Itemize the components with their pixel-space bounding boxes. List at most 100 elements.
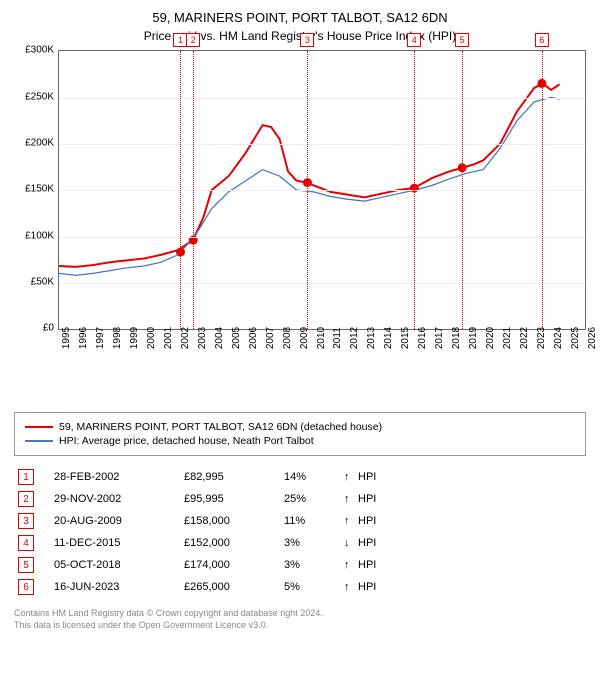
transaction-row: 505-OCT-2018£174,0003%↑HPI [14,554,586,576]
y-tick-label: £0 [43,323,54,334]
tx-pct: 25% [284,493,344,505]
x-tick-label: 2018 [451,327,462,349]
y-tick-label: £150K [25,184,54,195]
tx-pct: 5% [284,581,344,593]
tx-hpi-label: HPI [358,537,388,549]
tx-number-box: 5 [18,557,34,573]
tx-number-box: 6 [18,579,34,595]
x-tick-label: 2012 [349,327,360,349]
tx-price: £174,000 [184,559,284,571]
marker-vline [307,51,308,329]
tx-number-box: 4 [18,535,34,551]
x-tick-label: 2016 [417,327,428,349]
x-tick-label: 2006 [248,327,259,349]
y-tick-label: £100K [25,230,54,241]
tx-hpi-label: HPI [358,581,388,593]
footer-attribution: Contains HM Land Registry data © Crown c… [14,608,586,631]
transaction-row: 6 16-JUN-2023£265,0005%↑HPI [14,576,586,598]
plot-area: 123456 [58,50,586,330]
x-tick-label: 2013 [366,327,377,349]
legend-row: 59, MARINERS POINT, PORT TALBOT, SA12 6D… [25,421,575,433]
footer-line: This data is licensed under the Open Gov… [14,620,586,632]
transaction-row: 320-AUG-2009£158,00011%↑HPI [14,510,586,532]
tx-arrow-icon: ↑ [344,471,358,483]
x-tick-label: 2009 [299,327,310,349]
gridline [59,98,585,99]
x-axis: 1995199619971998199920002001200220032004… [58,334,586,370]
tx-date: 16-JUN-2023 [54,581,184,593]
tx-hpi-label: HPI [358,471,388,483]
series-line [59,84,560,267]
marker-number-box: 5 [455,33,469,47]
x-tick-label: 2021 [502,327,513,349]
y-tick-label: £250K [25,91,54,102]
tx-date: 28-FEB-2002 [54,471,184,483]
tx-date: 05-OCT-2018 [54,559,184,571]
y-tick-label: £200K [25,138,54,149]
x-tick-label: 2008 [282,327,293,349]
marker-number-box: 2 [186,33,200,47]
x-tick-label: 1998 [112,327,123,349]
x-tick-label: 2003 [197,327,208,349]
tx-number-box: 3 [18,513,34,529]
gridline [59,190,585,191]
tx-arrow-icon: ↓ [344,537,358,549]
marker-vline [193,51,194,329]
transaction-row: 4 11-DEC-2015£152,0003%↓HPI [14,532,586,554]
x-tick-label: 2022 [519,327,530,349]
x-tick-label: 2002 [180,327,191,349]
y-axis: £0£50K£100K£150K£200K£250K£300K [14,50,58,330]
x-tick-label: 2010 [316,327,327,349]
footer-line: Contains HM Land Registry data © Crown c… [14,608,586,620]
chart-title: 59, MARINERS POINT, PORT TALBOT, SA12 6D… [14,10,586,27]
x-tick-label: 2026 [587,327,598,349]
x-tick-label: 2000 [146,327,157,349]
tx-arrow-icon: ↑ [344,493,358,505]
tx-arrow-icon: ↑ [344,581,358,593]
x-tick-label: 2020 [485,327,496,349]
tx-price: £82,995 [184,471,284,483]
gridline [59,144,585,145]
x-tick-label: 1995 [61,327,72,349]
tx-hpi-label: HPI [358,515,388,527]
x-tick-label: 2019 [468,327,479,349]
page-root: 59, MARINERS POINT, PORT TALBOT, SA12 6D… [0,0,600,642]
x-tick-label: 2014 [383,327,394,349]
tx-hpi-label: HPI [358,493,388,505]
x-tick-label: 2004 [214,327,225,349]
transaction-row: 1 28-FEB-2002£82,99514%↑HPI [14,466,586,488]
tx-number-box: 2 [18,491,34,507]
marker-vline [414,51,415,329]
legend-label: HPI: Average price, detached house, Neat… [59,435,314,447]
marker-number-box: 4 [407,33,421,47]
marker-vline [462,51,463,329]
legend-label: 59, MARINERS POINT, PORT TALBOT, SA12 6D… [59,421,382,433]
tx-price: £152,000 [184,537,284,549]
tx-hpi-label: HPI [358,559,388,571]
y-tick-label: £300K [25,45,54,56]
marker-number-box: 3 [300,33,314,47]
legend-row: HPI: Average price, detached house, Neat… [25,435,575,447]
x-tick-label: 1996 [78,327,89,349]
y-tick-label: £50K [31,277,54,288]
tx-pct: 3% [284,537,344,549]
gridline [59,237,585,238]
tx-pct: 14% [284,471,344,483]
x-tick-label: 2007 [265,327,276,349]
x-tick-label: 2011 [332,328,343,350]
tx-number-box: 1 [18,469,34,485]
marker-number-box: 6 [535,33,549,47]
legend-swatch [25,426,53,428]
x-tick-label: 2005 [231,327,242,349]
marker-vline [180,51,181,329]
transaction-table: 128-FEB-2002£82,99514%↑HPI229-NOV-2002£9… [14,466,586,598]
tx-date: 29-NOV-2002 [54,493,184,505]
marker-vline [542,51,543,329]
legend-box: 59, MARINERS POINT, PORT TALBOT, SA12 6D… [14,412,586,456]
chart-area: £0£50K£100K£150K£200K£250K£300K 123456 1… [14,50,586,370]
tx-date: 11-DEC-2015 [54,537,184,549]
tx-arrow-icon: ↑ [344,559,358,571]
tx-price: £95,995 [184,493,284,505]
x-tick-label: 1999 [129,327,140,349]
tx-price: £265,000 [184,581,284,593]
